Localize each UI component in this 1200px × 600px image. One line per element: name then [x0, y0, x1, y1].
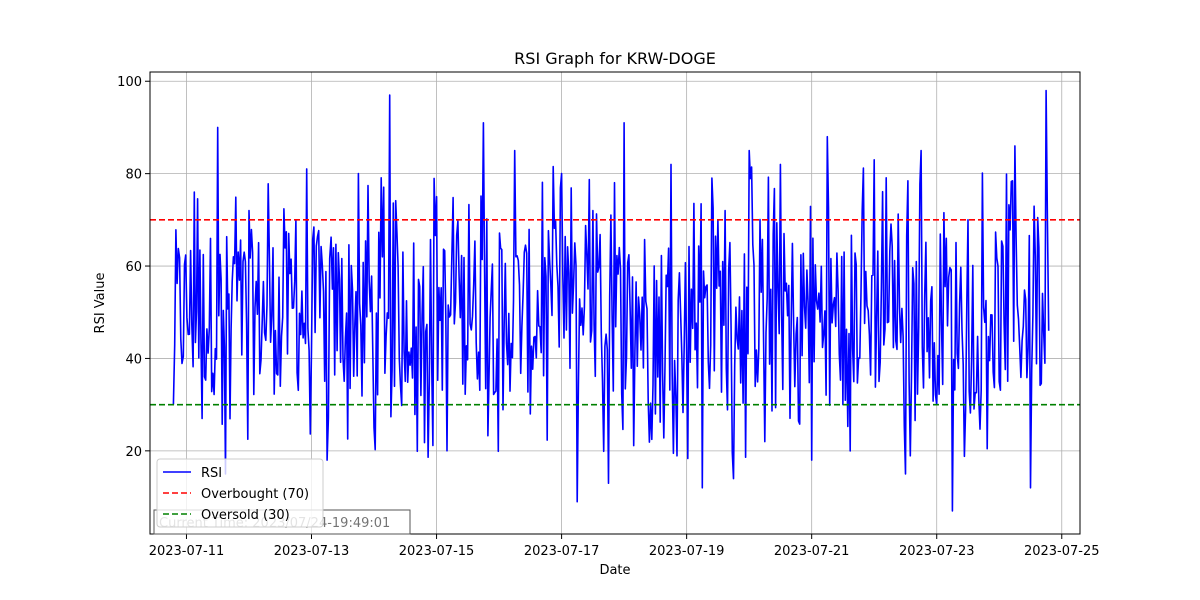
- legend-label: Overbought (70): [201, 487, 309, 502]
- x-tick-label: 2023-07-17: [524, 544, 600, 559]
- legend-box: [156, 458, 324, 528]
- x-tick-label: 2023-07-19: [649, 544, 725, 559]
- x-tick-label: 2023-07-23: [899, 544, 975, 559]
- series-layer: [172, 89, 1050, 512]
- x-tick-label: 2023-07-15: [399, 544, 475, 559]
- threshold-lines: [150, 219, 1080, 406]
- x-tick-label: 2023-07-11: [149, 544, 225, 559]
- x-axis-title: Date: [599, 563, 630, 578]
- x-tick-label: 2023-07-13: [274, 544, 350, 559]
- rsi-series-line: [172, 89, 1050, 512]
- y-tick-label: 20: [125, 445, 142, 460]
- x-tick-label: 2023-07-25: [1024, 544, 1100, 559]
- y-axis-title: RSI Value: [93, 273, 108, 334]
- plot-frame: [149, 71, 1081, 535]
- y-axis-ticks: 20 40 60 80 100: [117, 75, 150, 460]
- chart-title: RSI Graph for KRW-DOGE: [514, 49, 716, 68]
- legend: RSI Overbought (70) Oversold (30): [156, 458, 324, 528]
- legend-label: RSI: [201, 466, 222, 481]
- y-tick-label: 80: [125, 168, 142, 183]
- x-tick-label: 2023-07-21: [774, 544, 850, 559]
- x-axis-ticks: 2023-07-11 2023-07-13 2023-07-15 2023-07-17…: [149, 534, 1100, 559]
- legend-label: Oversold (30): [201, 508, 290, 523]
- y-tick-label: 40: [125, 352, 142, 367]
- y-tick-label: 100: [117, 75, 142, 90]
- y-tick-label: 60: [125, 260, 142, 275]
